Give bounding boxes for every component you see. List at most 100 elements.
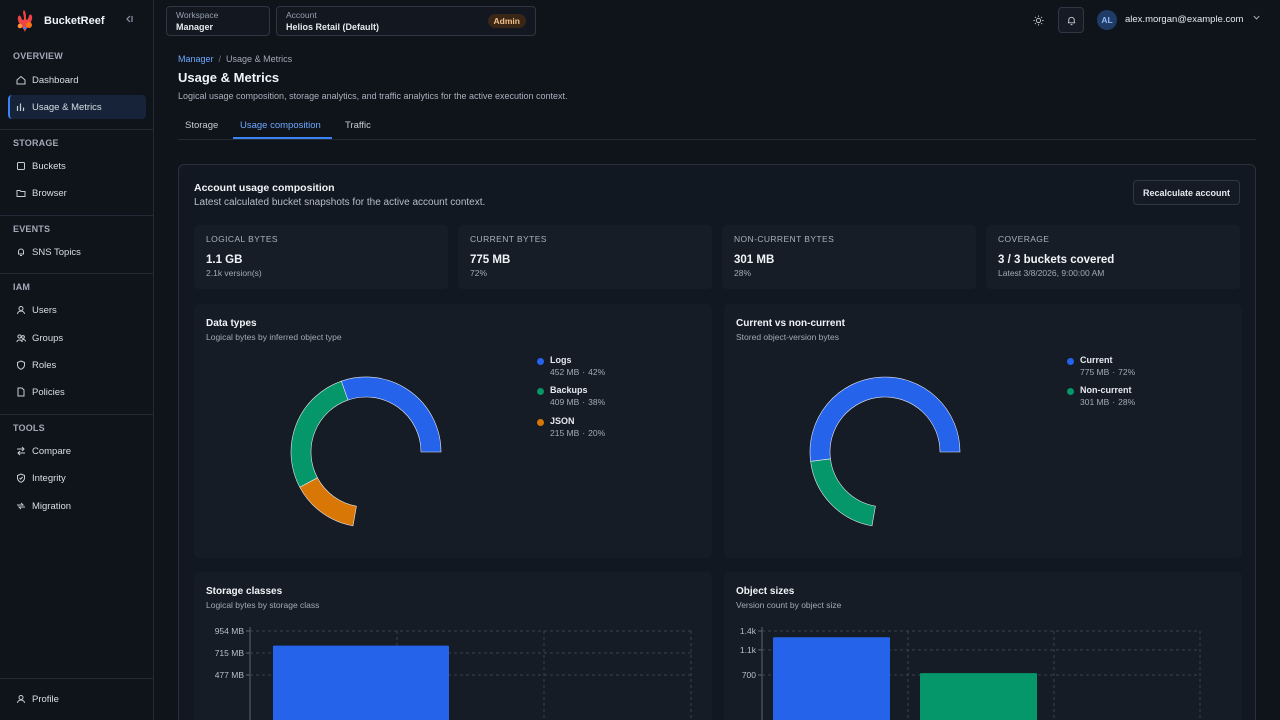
breadcrumb: Manager / Usage & Metrics <box>178 54 292 64</box>
brand-name: BucketReef <box>44 15 105 27</box>
donut-slice-backups[interactable] <box>290 380 349 488</box>
section-title-storage: STORAGE <box>13 138 59 148</box>
workspace-selector[interactable]: Workspace Manager <box>166 6 270 36</box>
account-label: Account <box>286 10 317 20</box>
storage-classes-bar-chart: 477 MB 715 MB 954 MB <box>215 626 692 720</box>
sidebar-item-label: Roles <box>32 359 57 371</box>
donut-slice-non-current[interactable] <box>810 458 876 527</box>
sidebar-item-groups[interactable]: Groups <box>8 326 146 350</box>
folder-icon <box>16 188 26 198</box>
sidebar-item-compare[interactable]: Compare <box>8 439 146 463</box>
donut-slice-current[interactable] <box>809 376 961 462</box>
sidebar-item-label: Compare <box>32 445 72 457</box>
current-vs-noncurrent-card: Current vs non-current Stored object-ver… <box>724 304 1242 558</box>
sidebar-item-sns-topics[interactable]: SNS Topics <box>8 240 146 264</box>
sidebar-item-buckets[interactable]: Buckets <box>8 154 146 178</box>
y-tick-label: 1.4k <box>740 626 757 636</box>
user-email[interactable]: alex.morgan@example.com <box>1125 14 1244 25</box>
sidebar-item-users[interactable]: Users <box>8 298 146 322</box>
document-icon <box>16 387 26 397</box>
stat-value: 1.1 GB <box>206 254 243 266</box>
y-tick-label: 700 <box>742 670 756 680</box>
stat-coverage: COVERAGE 3 / 3 buckets covered Latest 3/… <box>986 225 1240 289</box>
brand[interactable]: BucketReef <box>14 8 105 34</box>
topbar: Workspace Manager Account Helios Retail … <box>155 0 1280 40</box>
sidebar-item-profile[interactable]: Profile <box>8 687 146 711</box>
active-tab-indicator <box>233 137 332 139</box>
account-value: Helios Retail (Default) <box>286 22 380 32</box>
sidebar: BucketReef OVERVIEW Dashboard Usage & Me… <box>0 0 154 720</box>
sidebar-item-roles[interactable]: Roles <box>8 353 146 377</box>
section-title-overview: OVERVIEW <box>13 51 63 61</box>
sidebar-divider <box>0 215 154 216</box>
collapse-sidebar-icon[interactable] <box>122 14 136 28</box>
migration-icon <box>16 501 26 511</box>
tab-storage[interactable]: Storage <box>185 120 219 131</box>
storage-classes-card: Storage classes Logical bytes by storage… <box>194 572 712 720</box>
sidebar-item-label: Groups <box>32 332 64 344</box>
legend-dot <box>1067 388 1074 395</box>
tab-usage-composition[interactable]: Usage composition <box>240 120 321 131</box>
section-title-events: EVENTS <box>13 224 51 234</box>
stat-subtext: 28% <box>734 268 752 278</box>
sidebar-item-integrity[interactable]: Integrity <box>8 466 146 490</box>
user-icon <box>16 305 26 315</box>
card-title: Object sizes <box>736 586 795 597</box>
stat-label: COVERAGE <box>998 234 1050 244</box>
sidebar-item-usage-metrics[interactable]: Usage & Metrics <box>8 95 146 119</box>
legend-label: JSON <box>550 416 575 426</box>
tab-bar: Storage Usage composition Traffic <box>178 112 1256 140</box>
tab-traffic[interactable]: Traffic <box>345 120 371 131</box>
sidebar-item-label: Dashboard <box>32 74 79 86</box>
sidebar-item-migration[interactable]: Migration <box>8 494 146 518</box>
recalculate-account-button[interactable]: Recalculate account <box>1132 180 1240 205</box>
theme-toggle-button[interactable] <box>1025 7 1051 33</box>
sidebar-item-label: Integrity <box>32 472 66 484</box>
breadcrumb-separator: / <box>218 54 222 64</box>
account-selector[interactable]: Account Helios Retail (Default) Admin <box>276 6 536 36</box>
sidebar-item-policies[interactable]: Policies <box>8 380 146 404</box>
legend-value: 409 MB · 38% <box>550 397 606 407</box>
sidebar-divider <box>0 273 154 274</box>
donut-slice-json[interactable] <box>299 477 357 527</box>
panel-subtitle: Latest calculated bucket snapshots for t… <box>194 197 486 208</box>
stat-current-bytes: CURRENT BYTES 775 MB 72% <box>458 225 712 289</box>
usage-composition-panel: Account usage composition Latest calcula… <box>178 164 1256 720</box>
notifications-button[interactable] <box>1058 7 1084 33</box>
sidebar-item-label: Profile <box>32 693 59 705</box>
bar[interactable] <box>273 645 449 720</box>
page-subtitle: Logical usage composition, storage analy… <box>178 91 568 101</box>
stat-value: 775 MB <box>470 254 511 266</box>
bar-chart-icon <box>16 102 26 112</box>
section-title-tools: TOOLS <box>13 423 45 433</box>
y-tick-label: 1.1k <box>740 645 757 655</box>
check-shield-icon <box>16 473 26 483</box>
sidebar-item-browser[interactable]: Browser <box>8 181 146 205</box>
card-title: Storage classes <box>206 586 283 597</box>
sidebar-item-label: Migration <box>32 500 72 512</box>
sidebar-item-label: Browser <box>32 187 67 199</box>
legend-value: 301 MB · 28% <box>1080 397 1136 407</box>
stat-non-current-bytes: NON-CURRENT BYTES 301 MB 28% <box>722 225 976 289</box>
panel-title: Account usage composition <box>194 182 335 194</box>
page-title: Usage & Metrics <box>178 70 280 85</box>
stat-subtext: 2.1k version(s) <box>206 268 262 278</box>
stat-subtext: Latest 3/8/2026, 9:00:00 AM <box>998 268 1105 278</box>
stat-subtext: 72% <box>470 268 488 278</box>
workspace-value: Manager <box>176 22 214 32</box>
user-icon <box>16 694 26 704</box>
card-title: Data types <box>206 318 257 329</box>
sidebar-item-label: SNS Topics <box>32 246 81 258</box>
chevron-down-icon[interactable] <box>1252 13 1261 24</box>
bell-icon <box>1067 16 1075 25</box>
donut-slice-logs[interactable] <box>340 376 442 453</box>
data-types-card: Data types Logical bytes by inferred obj… <box>194 304 712 558</box>
legend-label: Logs <box>550 355 572 365</box>
avatar[interactable]: AL <box>1097 10 1117 30</box>
sidebar-item-dashboard[interactable]: Dashboard <box>8 68 146 92</box>
bar[interactable] <box>773 637 890 720</box>
bar[interactable] <box>920 673 1037 720</box>
legend-dot <box>537 419 544 426</box>
card-subtitle: Version count by object size <box>736 600 842 610</box>
breadcrumb-link-manager[interactable]: Manager <box>178 54 214 64</box>
